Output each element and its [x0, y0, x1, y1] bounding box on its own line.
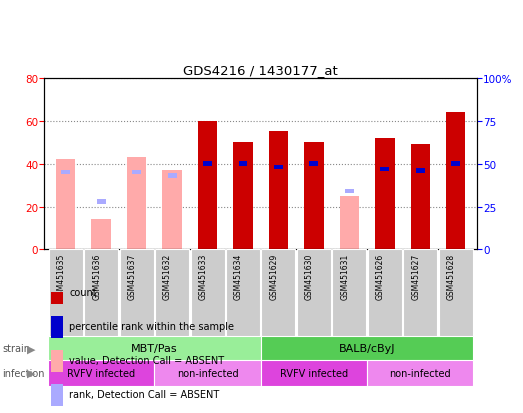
Bar [56, 160, 75, 250]
Text: count: count [70, 287, 97, 297]
Bar [132, 171, 141, 175]
Text: GSM451637: GSM451637 [128, 253, 137, 299]
Text: infection: infection [3, 368, 45, 378]
Bar [274, 166, 283, 170]
Text: GSM451626: GSM451626 [376, 253, 385, 299]
Bar [451, 162, 460, 166]
Text: GSM451629: GSM451629 [269, 253, 278, 299]
Bar [51, 282, 63, 304]
Bar [51, 316, 63, 338]
Bar [226, 250, 260, 337]
Bar [233, 143, 253, 250]
Bar [339, 196, 359, 250]
Bar [304, 143, 324, 250]
Bar [48, 337, 260, 360]
Bar [380, 167, 389, 171]
Text: GSM451628: GSM451628 [447, 253, 456, 299]
Bar [198, 121, 217, 250]
Text: GSM451632: GSM451632 [163, 253, 172, 299]
Bar [375, 138, 394, 250]
Bar [51, 350, 63, 372]
Bar [155, 250, 189, 337]
Text: RVFV infected: RVFV infected [280, 368, 348, 378]
Text: GSM451630: GSM451630 [305, 253, 314, 299]
Bar [416, 169, 425, 173]
Bar [368, 250, 402, 337]
Text: RVFV infected: RVFV infected [67, 368, 135, 378]
Bar [92, 220, 111, 250]
Text: MBT/Pas: MBT/Pas [131, 343, 178, 354]
Bar [269, 132, 288, 250]
Text: ▶: ▶ [27, 343, 36, 354]
Text: non-infected: non-infected [390, 368, 451, 378]
Bar [332, 250, 367, 337]
Text: non-infected: non-infected [177, 368, 238, 378]
Bar [310, 162, 319, 166]
Bar [97, 200, 106, 204]
Text: GSM451634: GSM451634 [234, 253, 243, 299]
Bar [403, 250, 437, 337]
Bar [162, 171, 182, 250]
Text: rank, Detection Call = ABSENT: rank, Detection Call = ABSENT [70, 389, 220, 399]
Bar [367, 360, 473, 386]
Text: GSM451627: GSM451627 [411, 253, 420, 299]
Bar [190, 250, 224, 337]
Bar [203, 162, 212, 166]
Bar [51, 384, 63, 406]
Bar [411, 145, 430, 250]
Bar [262, 250, 295, 337]
Text: value, Detection Call = ABSENT: value, Detection Call = ABSENT [70, 355, 224, 365]
Bar [446, 113, 465, 250]
Text: strain: strain [3, 343, 31, 354]
Text: GSM451633: GSM451633 [199, 253, 208, 299]
Text: GSM451636: GSM451636 [92, 253, 101, 299]
Bar [345, 190, 354, 194]
Title: GDS4216 / 1430177_at: GDS4216 / 1430177_at [184, 64, 338, 77]
Text: percentile rank within the sample: percentile rank within the sample [70, 321, 234, 331]
Bar [168, 174, 177, 178]
Bar [260, 337, 473, 360]
Bar [297, 250, 331, 337]
Bar [439, 250, 473, 337]
Bar [127, 158, 146, 250]
Bar [48, 360, 154, 386]
Text: ▶: ▶ [27, 368, 36, 378]
Text: GSM451631: GSM451631 [340, 253, 349, 299]
Bar [49, 250, 83, 337]
Bar [260, 360, 367, 386]
Bar [154, 360, 260, 386]
Bar [120, 250, 154, 337]
Bar [61, 171, 70, 175]
Bar [84, 250, 118, 337]
Text: BALB/cByJ: BALB/cByJ [339, 343, 395, 354]
Bar [238, 162, 247, 166]
Text: GSM451635: GSM451635 [56, 253, 66, 299]
